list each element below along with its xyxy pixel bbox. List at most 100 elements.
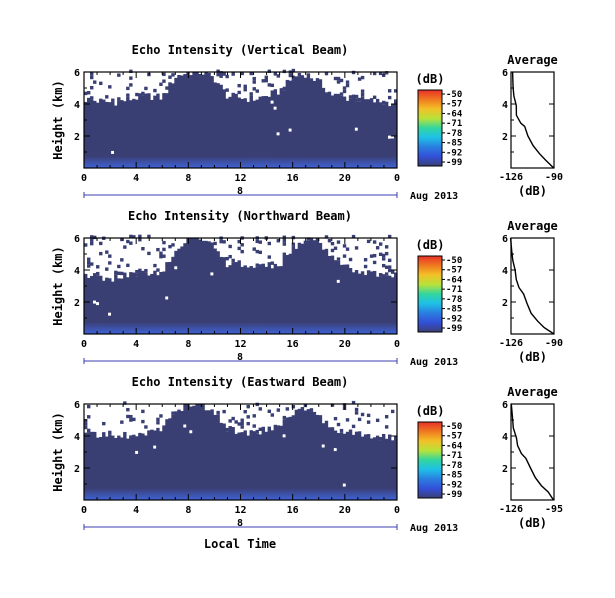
echo-column — [324, 420, 329, 500]
echo-column — [264, 96, 268, 168]
echo-column — [135, 436, 139, 500]
colorbar-tick-label: -92 — [446, 148, 462, 158]
echo-column — [282, 90, 287, 168]
echo-cell — [87, 264, 91, 268]
echo-column — [381, 104, 386, 168]
echo-cell — [90, 86, 94, 90]
echo-cell — [126, 86, 130, 91]
echo-column — [297, 408, 302, 500]
echo-column — [189, 406, 193, 500]
echo-column — [303, 410, 308, 500]
echo-column — [336, 93, 341, 168]
echo-cell — [246, 415, 250, 419]
echo-cell — [258, 250, 262, 255]
echo-column — [285, 254, 290, 334]
echo-column — [171, 83, 175, 168]
x-tick-label: 0 — [394, 505, 400, 516]
average-frame — [510, 403, 555, 501]
echo-cell — [378, 437, 383, 441]
echo-column — [201, 74, 205, 168]
y-tick-label: 4 — [502, 432, 508, 443]
echo-column — [87, 97, 91, 168]
echo-column — [357, 101, 362, 168]
echo-cell — [351, 400, 356, 405]
x-tick-label: 4 — [133, 505, 139, 516]
echo-cell — [330, 403, 335, 407]
echo-column — [255, 433, 259, 500]
echo-cell — [219, 74, 223, 78]
echo-cell — [90, 262, 94, 266]
echo-column — [198, 404, 202, 500]
echo-cell — [252, 87, 256, 91]
echo-cell — [255, 89, 259, 93]
y-tick-label: 6 — [502, 234, 508, 245]
echo-column — [375, 276, 380, 334]
echo-cell — [261, 79, 265, 83]
echo-cell — [87, 260, 91, 265]
echo-cell — [84, 243, 88, 247]
x-tick-label: -126 — [499, 172, 523, 183]
echo-column — [324, 92, 329, 168]
colorbar-tick-label: -78 — [446, 295, 462, 305]
echo-column — [213, 414, 217, 500]
echo-column — [264, 431, 268, 500]
x-tick-label: 0 — [394, 339, 400, 350]
echo-column — [216, 83, 220, 168]
echo-cell — [354, 407, 359, 412]
echo-cell — [360, 89, 365, 93]
echo-cell — [267, 409, 271, 413]
echo-column — [111, 438, 115, 500]
echo-column — [282, 255, 287, 334]
echo-cell — [378, 252, 383, 256]
echo-cell — [144, 86, 148, 91]
echo-cell — [162, 79, 166, 83]
echo-column — [186, 404, 190, 500]
echo-column — [99, 275, 103, 334]
echo-column — [333, 93, 338, 168]
echo-column — [357, 431, 362, 500]
echo-column — [189, 238, 193, 334]
echo-cell — [168, 75, 172, 79]
echo-cell — [105, 95, 109, 99]
colorbar-tick-label: -85 — [446, 471, 462, 481]
x-tick-label: 0 — [81, 505, 87, 516]
echo-column — [174, 77, 178, 168]
no-data-cell — [342, 483, 346, 487]
echo-cell — [108, 261, 112, 265]
echo-cell — [267, 241, 271, 246]
echo-column — [195, 72, 199, 168]
echo-column — [123, 272, 127, 334]
echo-cell — [99, 251, 103, 256]
echo-cell — [390, 409, 395, 414]
echo-column — [120, 278, 124, 334]
echo-column — [363, 275, 368, 334]
echo-column — [129, 435, 133, 500]
echo-cell — [342, 244, 347, 248]
echo-column — [255, 99, 259, 168]
colorbar-tick-label: -78 — [446, 461, 462, 471]
echo-cell — [381, 253, 386, 258]
echo-cell — [84, 422, 88, 426]
echo-column — [279, 425, 284, 500]
echo-cell — [237, 90, 241, 95]
echo-column — [378, 440, 383, 500]
echo-column — [102, 99, 106, 168]
echo-column — [96, 102, 100, 168]
echo-cell — [135, 92, 139, 97]
echo-cell — [129, 76, 133, 80]
date-label: Aug 2013 — [410, 523, 458, 534]
echo-cell — [270, 261, 275, 265]
echo-column — [159, 99, 163, 168]
echo-cell — [126, 239, 130, 244]
echo-column — [129, 272, 133, 334]
echo-column — [339, 264, 344, 334]
echo-cell — [129, 241, 133, 245]
echo-cell — [153, 88, 157, 93]
echo-column — [309, 411, 314, 500]
echo-cell — [87, 432, 91, 436]
echo-cell — [225, 74, 229, 79]
echo-column — [225, 431, 229, 500]
colorbar-tick-label: -71 — [446, 451, 462, 461]
